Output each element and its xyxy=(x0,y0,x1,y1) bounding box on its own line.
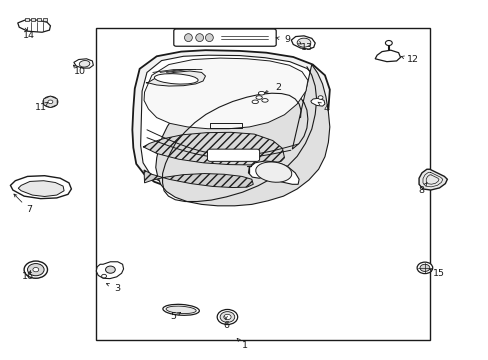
FancyBboxPatch shape xyxy=(207,149,259,161)
Ellipse shape xyxy=(163,304,199,315)
Text: 8: 8 xyxy=(417,186,423,195)
Ellipse shape xyxy=(24,261,47,278)
Ellipse shape xyxy=(184,34,192,41)
Ellipse shape xyxy=(255,96,262,99)
Text: 6: 6 xyxy=(223,321,228,330)
Ellipse shape xyxy=(220,312,234,322)
Ellipse shape xyxy=(33,267,39,272)
Polygon shape xyxy=(144,170,253,188)
Ellipse shape xyxy=(297,38,310,47)
Ellipse shape xyxy=(258,91,264,95)
Text: 9: 9 xyxy=(284,35,290,44)
Polygon shape xyxy=(37,18,41,22)
Text: 15: 15 xyxy=(432,269,444,278)
Ellipse shape xyxy=(105,266,115,273)
FancyBboxPatch shape xyxy=(173,29,276,46)
Polygon shape xyxy=(141,55,321,189)
Ellipse shape xyxy=(255,162,291,182)
Text: 10: 10 xyxy=(74,67,85,76)
Ellipse shape xyxy=(205,34,213,41)
Polygon shape xyxy=(146,71,205,86)
Polygon shape xyxy=(310,98,325,106)
Polygon shape xyxy=(144,58,307,129)
Ellipse shape xyxy=(48,100,53,104)
Text: 13: 13 xyxy=(300,43,312,52)
Text: 11: 11 xyxy=(35,103,46,112)
Ellipse shape xyxy=(261,99,267,102)
Text: 16: 16 xyxy=(21,272,34,281)
Polygon shape xyxy=(42,18,47,22)
Ellipse shape xyxy=(416,262,432,274)
Bar xyxy=(96,28,429,339)
Polygon shape xyxy=(418,169,447,190)
Ellipse shape xyxy=(385,41,391,45)
Ellipse shape xyxy=(154,74,198,84)
Ellipse shape xyxy=(224,314,231,320)
Ellipse shape xyxy=(419,264,429,271)
Polygon shape xyxy=(374,50,400,62)
Polygon shape xyxy=(132,50,329,191)
Polygon shape xyxy=(96,262,123,279)
Text: 1: 1 xyxy=(241,341,247,350)
Ellipse shape xyxy=(79,60,90,67)
Polygon shape xyxy=(10,176,71,199)
Polygon shape xyxy=(43,96,57,108)
Polygon shape xyxy=(74,59,93,68)
Polygon shape xyxy=(143,132,284,165)
Polygon shape xyxy=(156,64,329,206)
Ellipse shape xyxy=(251,100,258,104)
Ellipse shape xyxy=(27,264,44,276)
Ellipse shape xyxy=(43,96,58,107)
Polygon shape xyxy=(248,161,299,184)
Text: 4: 4 xyxy=(323,104,329,113)
Polygon shape xyxy=(31,18,35,22)
Polygon shape xyxy=(25,18,29,22)
Ellipse shape xyxy=(102,274,106,278)
Text: 12: 12 xyxy=(406,55,418,64)
Text: 5: 5 xyxy=(170,312,177,321)
Text: 7: 7 xyxy=(26,205,32,214)
Polygon shape xyxy=(18,181,64,197)
Ellipse shape xyxy=(318,96,323,99)
Polygon shape xyxy=(291,36,315,49)
Text: 14: 14 xyxy=(23,31,35,40)
Polygon shape xyxy=(18,20,50,32)
Ellipse shape xyxy=(166,306,196,314)
Ellipse shape xyxy=(195,34,203,41)
Ellipse shape xyxy=(217,310,237,324)
Text: 3: 3 xyxy=(114,284,121,293)
Text: 2: 2 xyxy=(275,83,281,92)
